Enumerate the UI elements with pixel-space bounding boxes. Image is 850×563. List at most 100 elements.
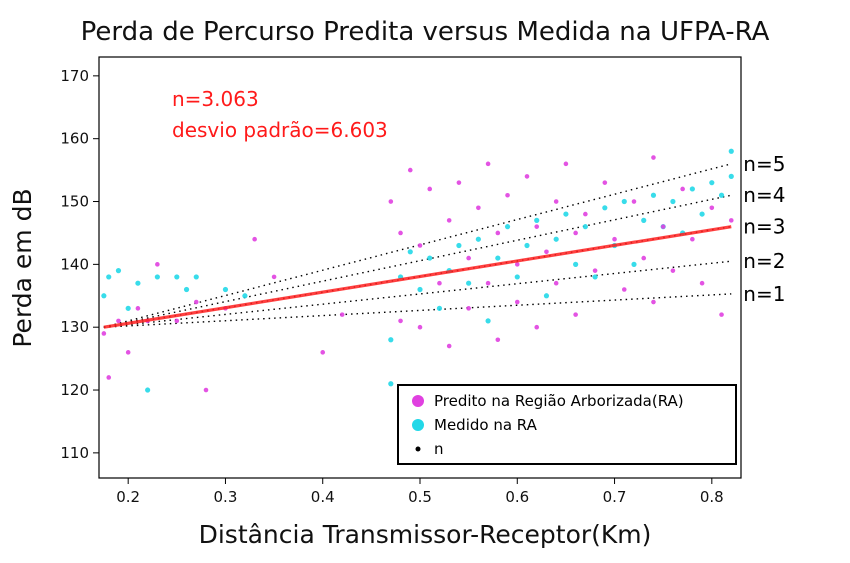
measured-point-46	[709, 180, 715, 186]
x-tick-label-4: 0.6	[505, 488, 529, 506]
predicted-point-61	[728, 218, 734, 223]
measured-point-4	[135, 280, 141, 286]
predicted-point-34	[514, 262, 520, 267]
measured-point-28	[534, 217, 540, 223]
plot-area	[101, 148, 734, 393]
measured-point-34	[592, 274, 598, 280]
predicted-point-50	[631, 199, 637, 204]
predicted-point-58	[699, 280, 705, 286]
predicted-point-48	[612, 236, 617, 242]
predicted-point-40	[553, 199, 559, 204]
legend-box	[397, 384, 737, 465]
measured-point-9	[193, 274, 199, 280]
predicted-point-29	[485, 161, 491, 167]
measured-point-27	[524, 242, 530, 249]
predicted-point-53	[651, 299, 656, 305]
n-line-1	[103, 293, 732, 328]
y-tick-label-0: 110	[60, 444, 89, 462]
predicted-point-18	[407, 167, 413, 173]
measured-point-25	[504, 224, 511, 230]
y-tick-label-2: 130	[60, 318, 89, 336]
legend-measured-marker	[412, 419, 424, 431]
x-tick-label-0: 0.2	[116, 488, 140, 506]
predicted-point-43	[573, 230, 578, 236]
predicted-point-8	[193, 299, 199, 305]
measured-point-42	[670, 198, 676, 205]
predicted-point-46	[592, 268, 598, 273]
axis-ticks: 0.2 0.3 0.4 0.5 0.6 0.7 0.8 110 120 130 140 150 160 1…	[60, 67, 723, 506]
predicted-point-54	[660, 224, 666, 229]
predicted-point-38	[534, 324, 540, 330]
measured-point-13	[388, 381, 394, 387]
measured-point-11	[242, 293, 248, 299]
measured-point-22	[475, 236, 481, 242]
n-line-label-5: n=5	[743, 152, 785, 176]
x-tick-label-6: 0.8	[700, 488, 724, 506]
measured-point-2	[115, 268, 122, 274]
predicted-point-1	[106, 375, 112, 380]
predicted-point-25	[456, 180, 462, 185]
measured-point-0	[101, 293, 107, 299]
predicted-point-9	[203, 387, 209, 393]
measured-point-45	[699, 211, 705, 217]
fit-line	[103, 225, 732, 329]
predicted-point-16	[398, 230, 403, 236]
measured-point-38	[631, 261, 637, 267]
measured-point-17	[427, 255, 433, 261]
legend-n-marker	[415, 446, 421, 452]
predicted-point-60	[719, 312, 724, 317]
predicted-point-32	[495, 337, 501, 343]
predicted-point-14	[339, 312, 345, 317]
predicted-point-23	[446, 218, 452, 223]
measured-point-1	[106, 274, 112, 280]
predicted-point-22	[437, 280, 442, 286]
predicted-point-17	[398, 318, 403, 324]
measured-point-21	[466, 280, 472, 286]
measured-point-33	[582, 224, 588, 230]
predicted-point-6	[155, 262, 160, 267]
predicted-point-15	[388, 199, 394, 204]
predicted-point-37	[534, 224, 540, 229]
chart-title: Perda de Percurso Predita versus Medida …	[81, 17, 770, 47]
measured-point-30	[553, 236, 559, 242]
y-tick-label-3: 140	[60, 255, 89, 273]
predicted-point-55	[670, 268, 676, 273]
predicted-point-19	[417, 243, 423, 248]
n-line-label-3: n=3	[743, 215, 785, 239]
predicted-point-39	[544, 249, 549, 255]
predicted-point-28	[476, 205, 481, 211]
predicted-point-26	[466, 255, 471, 261]
measured-point-37	[621, 198, 627, 205]
legend-n-label: n	[434, 440, 444, 458]
predicted-point-11	[252, 236, 257, 242]
n-line-labels: n=5 n=4 n=3 n=2 n=1	[743, 152, 785, 306]
predicted-point-3	[125, 350, 131, 355]
measured-point-12	[388, 337, 394, 343]
x-tick-label-2: 0.4	[311, 488, 335, 506]
predicted-point-30	[485, 280, 491, 286]
measured-point-5	[145, 387, 151, 393]
predicted-point-36	[524, 174, 530, 179]
n-line-label-4: n=4	[743, 183, 785, 207]
annotation-exponent: n=3.063	[172, 87, 259, 111]
predicted-point-42	[563, 161, 569, 167]
n-line-5	[103, 163, 732, 328]
y-tick-label-6: 170	[60, 67, 89, 85]
measured-point-40	[650, 192, 657, 198]
predicted-point-2	[116, 318, 121, 324]
legend: Predito na Região Arborizada(RA) Medido …	[397, 384, 737, 465]
n-line-4	[103, 194, 732, 328]
measured-point-8	[183, 286, 190, 293]
y-tick-label-4: 150	[60, 193, 89, 211]
measured-point-29	[543, 293, 550, 299]
measured-point-16	[417, 286, 423, 293]
predicted-point-56	[680, 186, 685, 192]
legend-predicted-marker	[412, 395, 424, 407]
measured-point-23	[485, 318, 491, 324]
predicted-point-12	[271, 274, 277, 280]
predicted-point-45	[583, 211, 588, 217]
legend-measured-label: Medido na RA	[434, 416, 538, 434]
legend-predicted-label: Predito na Região Arborizada(RA)	[434, 392, 684, 410]
